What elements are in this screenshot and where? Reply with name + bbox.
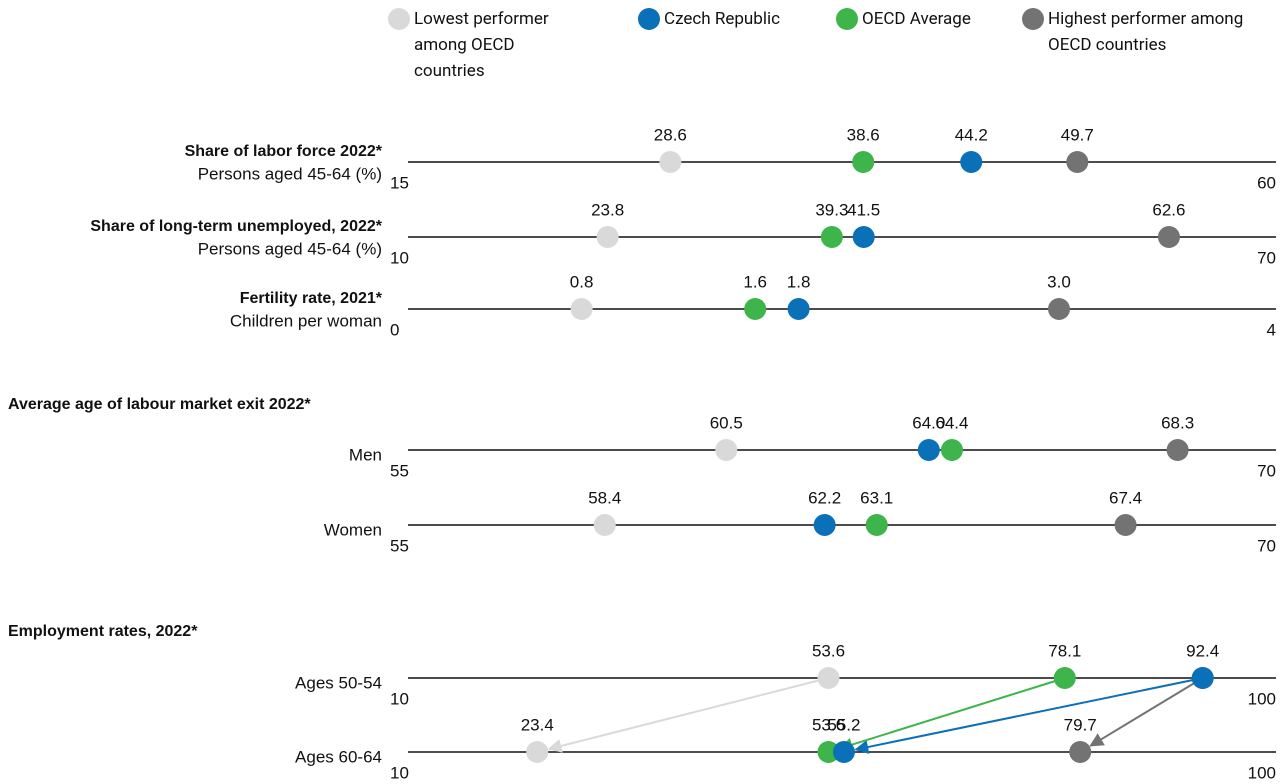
legend-label: Highest performer among OECD countries: [1048, 9, 1244, 55]
value-label: 23.4: [521, 715, 554, 734]
dot: [852, 226, 875, 248]
dot: [659, 151, 682, 173]
row-label: Women: [324, 520, 382, 539]
value-label: 62.6: [1152, 200, 1185, 219]
legend-item: Highest performer among OECD countries: [1022, 6, 1262, 58]
value-label: 78.1: [1048, 641, 1081, 660]
value-label: 3.0: [1047, 272, 1071, 291]
value-label: 92.4: [1186, 641, 1219, 660]
legend-item: Czech Republic: [638, 6, 838, 32]
value-label: 55.2: [827, 715, 860, 734]
dot: [570, 298, 593, 320]
row-label: Ages 60-64: [295, 747, 382, 766]
tick-label: 55: [390, 536, 409, 555]
row-label: Share of long-term unemployed, 2022*: [90, 218, 382, 235]
dot: [787, 298, 810, 320]
legend-swatch: [1022, 8, 1044, 30]
dot: [817, 741, 840, 763]
value-label: 64.0: [912, 413, 945, 432]
legend-swatch: [836, 8, 858, 30]
legend-swatch: [638, 8, 660, 30]
row-label: Share of labor force 2022*: [185, 143, 383, 160]
value-label: 68.3: [1161, 413, 1194, 432]
row-sublabel: Persons aged 45-64 (%): [198, 239, 382, 258]
arrow: [854, 677, 1203, 754]
value-label: 64.4: [935, 413, 968, 432]
value-label: 0.8: [570, 272, 594, 291]
legend-item: OECD Average: [836, 6, 1036, 32]
dot: [832, 741, 855, 763]
value-label: 44.2: [955, 125, 988, 144]
tick-label: 0: [390, 320, 399, 339]
dot: [744, 298, 767, 320]
legend-label: Czech Republic: [664, 9, 780, 29]
value-label: 60.5: [710, 413, 743, 432]
dot: [917, 439, 940, 461]
value-label: 28.6: [654, 125, 687, 144]
row-sublabel: Children per woman: [230, 311, 382, 330]
tick-label: 10: [390, 689, 409, 708]
group-title: Average age of labour market exit 2022*: [8, 396, 311, 413]
dot: [1069, 741, 1092, 763]
dot: [1066, 151, 1089, 173]
dot: [1166, 439, 1189, 461]
value-label: 62.2: [808, 488, 841, 507]
value-label: 41.5: [847, 200, 880, 219]
value-label: 63.1: [860, 488, 893, 507]
dot: [526, 741, 549, 763]
legend-swatch: [388, 8, 410, 30]
tick-label: 100: [1248, 689, 1276, 708]
legend: Lowest performer among OECD countries Cze…: [0, 6, 1287, 81]
value-label: 1.8: [787, 272, 811, 291]
dot: [852, 151, 875, 173]
row-sublabel: Persons aged 45-64 (%): [198, 164, 382, 183]
value-label: 1.6: [743, 272, 767, 291]
legend-label: OECD Average: [862, 9, 971, 29]
arrow: [1089, 677, 1204, 747]
arrow: [547, 677, 829, 753]
value-label: 49.7: [1061, 125, 1094, 144]
dot: [865, 514, 888, 536]
tick-label: 15: [390, 173, 409, 192]
row-label: Ages 50-54: [295, 673, 382, 692]
dot: [593, 514, 616, 536]
dot: [596, 226, 619, 248]
legend-label: Lowest performer among OECD countries: [414, 9, 549, 81]
legend-item: Lowest performer among OECD countries: [388, 6, 588, 84]
value-label: 67.4: [1109, 488, 1142, 507]
tick-label: 70: [1257, 248, 1276, 267]
tick-label: 70: [1257, 536, 1276, 555]
tick-label: 60: [1257, 173, 1276, 192]
tick-label: 10: [390, 763, 409, 782]
tick-label: 10: [390, 248, 409, 267]
dot: [1053, 667, 1076, 689]
value-label: 39.3: [815, 200, 848, 219]
row-label: Men: [349, 445, 382, 464]
value-label: 38.6: [847, 125, 880, 144]
value-label: 53.6: [812, 715, 845, 734]
value-label: 79.7: [1064, 715, 1097, 734]
arrow: [838, 677, 1066, 752]
tick-label: 100: [1248, 763, 1276, 782]
dot: [715, 439, 738, 461]
group-title: Employment rates, 2022*: [8, 623, 198, 640]
dot: [960, 151, 983, 173]
dot: [1048, 298, 1070, 320]
tick-label: 70: [1257, 461, 1276, 480]
dot: [813, 514, 836, 536]
dot: [1191, 667, 1214, 689]
tick-label: 55: [390, 461, 409, 480]
dot: [940, 439, 963, 461]
dot: [1114, 514, 1137, 536]
tick-label: 4: [1267, 320, 1276, 339]
dot: [1157, 226, 1180, 248]
value-label: 58.4: [588, 488, 621, 507]
dot: [817, 667, 840, 689]
value-label: 23.8: [591, 200, 624, 219]
dot: [820, 226, 843, 248]
row-label: Fertility rate, 2021*: [240, 290, 383, 307]
value-label: 53.6: [812, 641, 845, 660]
